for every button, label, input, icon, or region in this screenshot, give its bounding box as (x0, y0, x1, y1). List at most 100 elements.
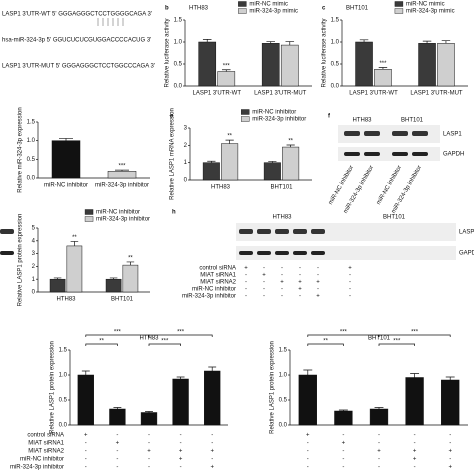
condition-sign: + (298, 287, 302, 293)
condition-sign: + (348, 266, 352, 272)
blot-band (311, 251, 325, 255)
condition-sign: + (316, 280, 320, 286)
blot-band (364, 152, 380, 156)
y-tick-label: 0.5 (174, 62, 183, 68)
condition-sign: - (281, 287, 283, 293)
y-axis-label: Relative LASP1 protein expression (50, 341, 56, 434)
condition-sign: - (378, 441, 380, 447)
condition-sign: + (179, 449, 183, 455)
condition-sign: - (299, 294, 301, 300)
condition-sign: - (211, 457, 213, 463)
significance: *** (177, 330, 185, 336)
condition-label: MIAT siRNA2 (200, 280, 236, 286)
blot-band (392, 152, 408, 156)
y-tick-label: 0.5 (331, 62, 340, 68)
error-bar (207, 160, 216, 163)
blot-band (239, 229, 253, 234)
legend-swatch (241, 116, 250, 122)
y-axis-label: Relative LASP1 mRNA expression (170, 108, 176, 200)
x-tick-label: LASP1 3'UTR-WT (193, 91, 242, 97)
protein-label: GAPDH (443, 152, 464, 158)
condition-sign: - (148, 441, 150, 447)
bar (441, 379, 460, 426)
bar (261, 43, 280, 87)
blot-frame (338, 125, 440, 143)
x-tick-label: miR-324-3p inhibitor (95, 183, 149, 189)
condition-sign: + (342, 441, 346, 447)
bar (109, 408, 126, 426)
y-tick-label: 2 (184, 143, 188, 149)
y-tick-label: 1.0 (331, 40, 340, 46)
significance: ** (323, 339, 328, 345)
significance: ** (227, 134, 232, 140)
y-axis-label: Relative miR-324-3p expression (18, 107, 24, 192)
bar (140, 412, 158, 426)
x-tick-label: LASP1 3'UTR-MUT (254, 91, 306, 97)
condition-sign: - (414, 441, 416, 447)
legend-label: miR-NC mimic (406, 2, 445, 8)
chart-title: HTH83 (139, 336, 159, 342)
condition-sign: - (180, 441, 182, 447)
legend-label: miR-324-3p inhibitor (252, 117, 306, 123)
cell-line: BHT101 (401, 118, 424, 124)
condition-sign: - (148, 457, 150, 463)
condition-label: control siRNA (27, 433, 64, 439)
condition-sign: - (245, 287, 247, 293)
condition-sign: - (349, 294, 351, 300)
condition-sign: - (317, 273, 319, 279)
condition-label: miR-324-3p inhibitor (182, 294, 236, 300)
bracket (378, 334, 451, 337)
error-bar (359, 39, 369, 42)
condition-sign: - (281, 294, 283, 300)
significance: ** (72, 235, 77, 241)
legend-swatch (394, 8, 404, 14)
blot-band (392, 131, 408, 136)
condition-sign: - (299, 266, 301, 272)
legend-swatch (394, 1, 404, 7)
blot-band (344, 152, 360, 156)
y-tick-label: 1.5 (174, 18, 183, 24)
y-tick-label: 0.0 (27, 176, 36, 182)
condition-sign: + (84, 433, 88, 439)
x-tick-label: miR-NC inhibitor (44, 183, 88, 189)
y-tick-label: 0.5 (27, 157, 36, 163)
legend-swatch (84, 216, 94, 222)
protein-label: LASP1 (443, 132, 462, 138)
condition-label: MIAT siRNA2 (28, 449, 64, 455)
bracket (148, 334, 213, 337)
significance: *** (379, 61, 387, 67)
error-bar (59, 138, 73, 141)
bar (280, 44, 299, 87)
condition-sign: - (342, 433, 344, 439)
blot-band (275, 229, 289, 234)
condition-sign: - (116, 449, 118, 455)
legend-swatch (238, 8, 247, 14)
condition-sign: + (262, 273, 266, 279)
y-tick-label: 4 (32, 238, 36, 244)
error-bar (81, 370, 90, 375)
error-bar (441, 40, 451, 44)
protein-label: LASP1 (459, 230, 474, 236)
condition-sign: - (414, 465, 416, 471)
condition-sign: - (449, 441, 451, 447)
condition-sign: + (413, 449, 417, 455)
bar (202, 162, 220, 181)
error-bar (374, 407, 384, 409)
error-bar (221, 69, 231, 72)
condition-sign: - (342, 449, 344, 455)
condition-sign: - (317, 287, 319, 293)
panel-letter: h (172, 210, 176, 216)
y-tick-label: 1.0 (27, 138, 36, 144)
y-tick-label: 3 (184, 126, 188, 132)
condition-sign: - (414, 433, 416, 439)
chart-title: BHT101 (346, 6, 369, 12)
blot-band (239, 251, 253, 255)
bar (105, 278, 122, 293)
condition-sign: - (349, 273, 351, 279)
blot-band (344, 131, 360, 136)
y-tick-label: 1.5 (279, 348, 288, 354)
error-bar (338, 409, 348, 411)
blot-band (293, 229, 307, 234)
error-bar (70, 241, 79, 246)
